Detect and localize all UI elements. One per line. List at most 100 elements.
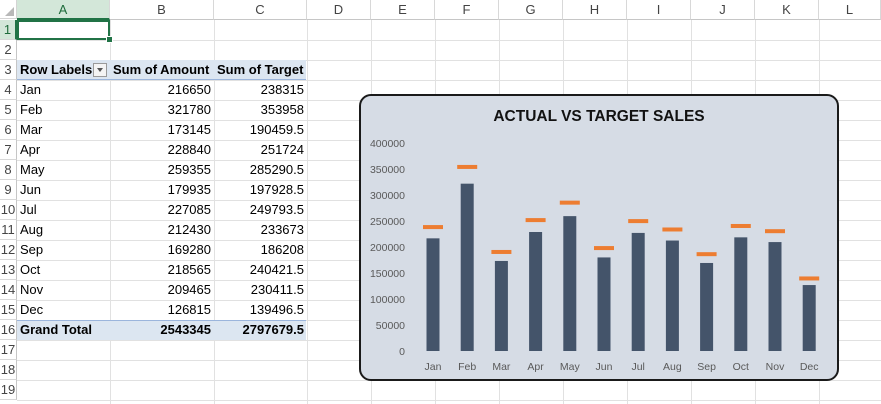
column-header-e[interactable]: E [371,0,435,20]
pivot-target-cell[interactable]: 251724 [260,142,304,157]
row-header-5[interactable]: 5 [0,100,17,120]
row-header-3[interactable]: 3 [0,60,17,80]
pivot-row-label[interactable]: Mar [20,122,43,137]
pivot-row-label[interactable]: Apr [20,142,41,157]
active-cell-a1[interactable] [17,20,110,40]
pivot-target-cell[interactable]: 285290.5 [249,162,304,177]
pivot-header-row-labels[interactable]: Row Labels [20,62,93,77]
y-tick-label: 50000 [376,320,405,332]
row-header-16[interactable]: 16 [0,320,17,340]
pivot-row-label[interactable]: May [20,162,45,177]
actual-bar [631,232,645,351]
pivot-amount-cell[interactable]: 173145 [167,122,211,137]
sales-chart[interactable]: ACTUAL VS TARGET SALES 400000 350000 30000… [359,94,839,381]
pivot-row-label[interactable]: Oct [20,262,41,277]
x-tick-label: Feb [458,361,476,373]
y-tick-label: 100000 [370,294,405,306]
column-header-row: A B C D E F G H I J K L [0,0,881,20]
actual-bar [563,216,577,351]
actual-bar [768,242,782,351]
pivot-target-cell[interactable]: 233673 [260,222,304,237]
row-header-17[interactable]: 17 [0,340,17,360]
target-marker [423,225,443,230]
pivot-row-label[interactable]: Aug [20,222,44,237]
pivot-row-label[interactable]: Sep [20,242,44,257]
column-header-i[interactable]: I [627,0,691,20]
pivot-target-cell[interactable]: 190459.5 [249,122,304,137]
column-header-l[interactable]: L [819,0,881,20]
row-header-12[interactable]: 12 [0,240,17,260]
row-header-8[interactable]: 8 [0,160,17,180]
pivot-target-cell[interactable]: 240421.5 [249,262,304,277]
target-marker [594,246,614,251]
target-marker [628,219,649,224]
pivot-amount-cell[interactable]: 216650 [167,82,211,97]
row-header-9[interactable]: 9 [0,180,17,200]
row-header-11[interactable]: 11 [0,220,17,240]
row-header-2[interactable]: 2 [0,40,17,60]
column-header-d[interactable]: D [307,0,371,20]
pivot-amount-cell[interactable]: 209465 [167,282,211,297]
pivot-header-sum-of-amount[interactable]: Sum of Amount [113,62,210,77]
column-header-h[interactable]: H [563,0,627,20]
row-header-1[interactable]: 1 [0,20,17,40]
pivot-target-cell[interactable]: 197928.5 [249,182,304,197]
row-header-15[interactable]: 15 [0,300,17,320]
pivot-target-cell[interactable]: 230411.5 [250,282,304,297]
target-marker [696,252,717,257]
filter-dropdown-button[interactable] [93,63,107,77]
actual-bar [426,238,440,351]
row-header-6[interactable]: 6 [0,120,17,140]
column-header-f[interactable]: F [435,0,499,20]
pivot-grand-total-label[interactable]: Grand Total [20,322,92,337]
pivot-amount-cell[interactable]: 227085 [167,202,211,217]
pivot-target-cell[interactable]: 186208 [260,242,304,257]
column-header-c[interactable]: C [214,0,307,20]
column-header-g[interactable]: G [499,0,563,20]
pivot-amount-cell[interactable]: 321780 [167,102,211,117]
gridline [214,20,215,404]
row-header-18[interactable]: 18 [0,360,17,380]
actual-bar [700,262,714,351]
x-tick-label: Jul [631,361,644,373]
pivot-row-label[interactable]: Feb [20,102,43,117]
target-marker [559,200,580,205]
pivot-amount-cell[interactable]: 212430 [167,222,211,237]
pivot-target-cell[interactable]: 249793.5 [249,202,304,217]
y-tick-label: 200000 [370,242,405,254]
column-header-a[interactable]: A [17,0,110,20]
pivot-grand-total-target[interactable]: 2797679.5 [242,322,304,337]
fill-handle[interactable] [106,36,113,43]
pivot-target-cell[interactable]: 139496.5 [249,302,304,317]
row-header-14[interactable]: 14 [0,280,17,300]
actual-bar [665,240,679,351]
pivot-grand-total-amount[interactable]: 2543345 [160,322,211,337]
column-header-k[interactable]: K [755,0,819,20]
column-header-j[interactable]: J [691,0,755,20]
row-header-7[interactable]: 7 [0,140,17,160]
pivot-target-cell[interactable]: 238315 [260,82,304,97]
pivot-grand-total-band [17,320,306,340]
column-header-b[interactable]: B [110,0,214,20]
y-tick-label: 250000 [370,216,405,228]
row-header-19[interactable]: 19 [0,380,17,400]
row-header-10[interactable]: 10 [0,200,17,220]
pivot-amount-cell[interactable]: 218565 [167,262,211,277]
pivot-header-sum-of-target[interactable]: Sum of Target [217,62,304,77]
actual-bar [734,237,748,351]
pivot-row-label[interactable]: Dec [20,302,44,317]
pivot-row-label[interactable]: Jan [20,82,41,97]
pivot-amount-cell[interactable]: 169280 [167,242,211,257]
pivot-target-cell[interactable]: 353958 [260,102,304,117]
select-all-corner[interactable] [0,0,17,19]
pivot-row-label[interactable]: Jun [20,182,41,197]
row-header-4[interactable]: 4 [0,80,17,100]
pivot-amount-cell[interactable]: 179935 [167,182,211,197]
pivot-amount-cell[interactable]: 126815 [167,302,211,317]
pivot-row-label[interactable]: Nov [20,282,44,297]
pivot-amount-cell[interactable]: 259355 [167,162,211,177]
pivot-row-label[interactable]: Jul [20,202,37,217]
row-header-13[interactable]: 13 [0,260,17,280]
pivot-amount-cell[interactable]: 228840 [167,142,211,157]
x-tick-label: May [560,361,581,373]
